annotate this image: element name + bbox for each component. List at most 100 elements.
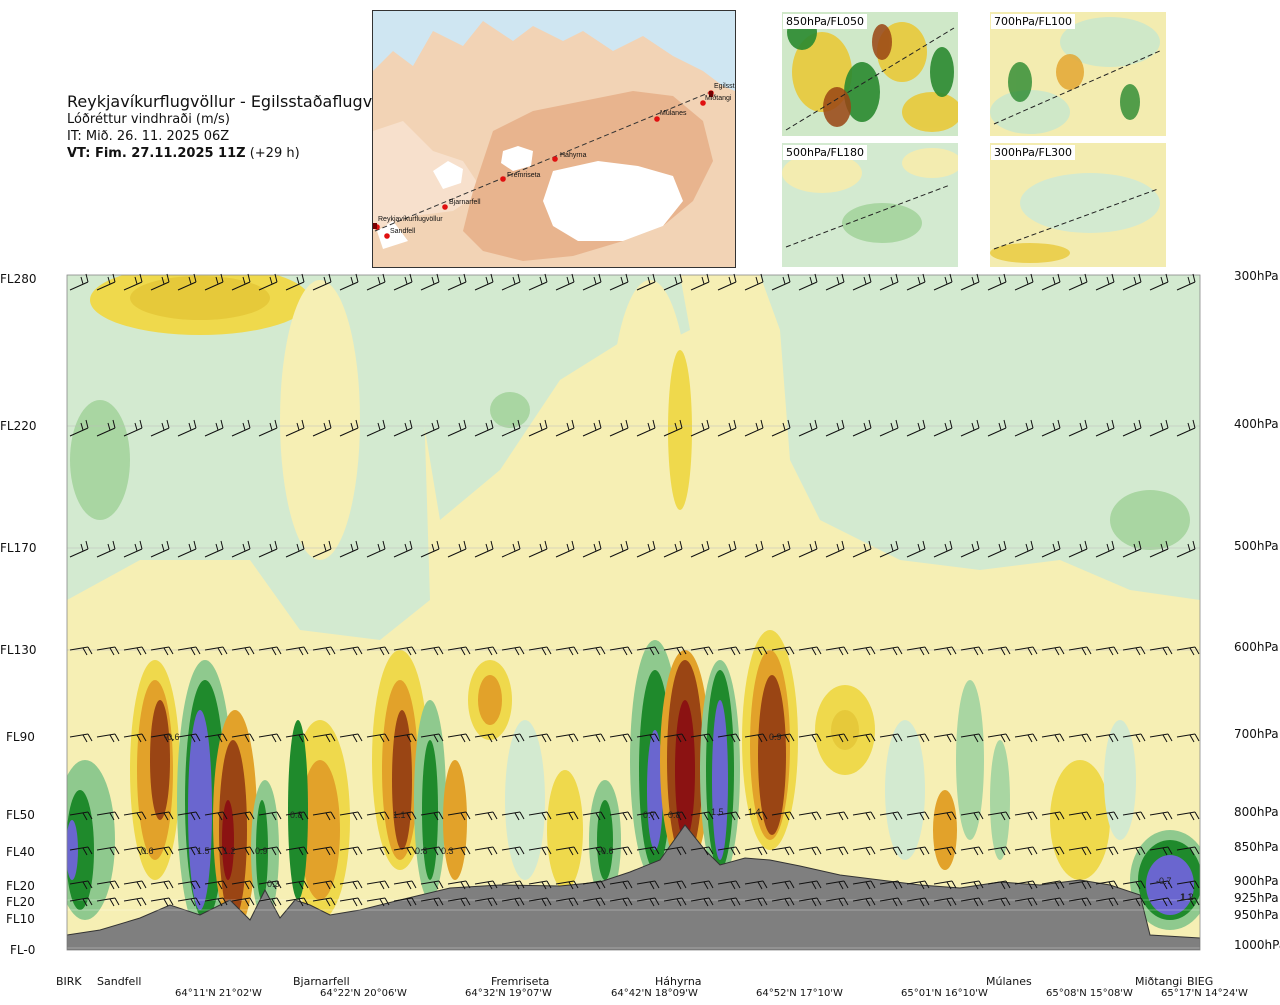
wind-barb: [1149, 811, 1173, 821]
wind-barb: [717, 897, 741, 907]
wind-barb: [906, 897, 930, 907]
wind-barb: [447, 733, 471, 743]
wind-barb: [1149, 880, 1173, 890]
thumbnail-300hpa[interactable]: 300hPa/FL300: [990, 143, 1166, 267]
fl-label: FL40: [6, 845, 35, 859]
wind-barb: [1041, 273, 1061, 291]
wind-barb: [366, 897, 390, 907]
wind-barb: [1095, 880, 1119, 890]
wind-barb: [231, 880, 255, 890]
wind-barb: [960, 897, 984, 907]
wind-barb: [96, 733, 120, 743]
wind-barb: [717, 733, 741, 743]
fl-label: FL280: [0, 272, 37, 286]
thumbnail-label: 700hPa/FL100: [991, 14, 1076, 29]
wind-barb: [150, 811, 174, 821]
wind-barb: [177, 646, 201, 656]
wind-barb: [636, 880, 660, 890]
wind-barb: [177, 733, 201, 743]
wind-barb: [933, 846, 957, 856]
wind-barb: [285, 880, 309, 890]
thumbnail-500hpa[interactable]: 500hPa/FL180: [782, 143, 958, 267]
wind-barb: [1041, 846, 1065, 856]
wind-barb: [1068, 273, 1088, 291]
wind-barb: [960, 733, 984, 743]
wind-barb: [447, 897, 471, 907]
wind-barb: [879, 880, 903, 890]
value-label: 0.8: [290, 810, 303, 820]
wind-barb: [636, 846, 660, 856]
fl-label: FL-0: [10, 943, 36, 957]
wind-barb: [798, 897, 822, 907]
fl-label: FL20: [6, 895, 35, 909]
wind-barb: [906, 733, 930, 743]
map-label-reykjavik: Reykjavíkurflugvöllur: [378, 216, 443, 223]
wind-barb: [312, 880, 336, 890]
wind-barb: [663, 897, 687, 907]
value-label: 1.1: [393, 810, 406, 820]
wind-barb: [798, 733, 822, 743]
wind-barb: [1014, 880, 1038, 890]
wind-barb: [1068, 646, 1092, 656]
wind-barb: [1176, 811, 1200, 821]
wind-barb: [1041, 880, 1065, 890]
wind-barb: [96, 880, 120, 890]
wind-barb: [123, 419, 143, 437]
wind-barb: [366, 419, 386, 437]
wind-barb: [285, 540, 305, 558]
wind-barb: [177, 273, 197, 291]
wind-barb: [879, 811, 903, 821]
thumbnail-850hpa[interactable]: 850hPa/FL050: [782, 12, 958, 136]
map-label-hahyrna: Háhyrna: [560, 152, 587, 159]
value-label: 1.1: [1180, 892, 1193, 902]
wind-barb: [393, 733, 417, 743]
value-label: 0.7: [643, 810, 656, 820]
value-label: 0.6: [141, 846, 154, 856]
wind-barb: [204, 880, 228, 890]
fl-label: FL10: [6, 912, 35, 926]
wind-barb: [69, 646, 93, 656]
wind-barb: [933, 733, 957, 743]
wind-barb: [96, 419, 116, 437]
wind-barb: [852, 846, 876, 856]
wind-barb: [1095, 897, 1119, 907]
wind-barb: [1014, 540, 1034, 558]
wind-barb: [771, 897, 795, 907]
wind-barb: [1041, 540, 1061, 558]
location-label: BIRK: [56, 975, 82, 988]
wind-barb: [339, 646, 363, 656]
wind-barb: [1041, 646, 1065, 656]
wind-barb: [555, 733, 579, 743]
wind-barb: [366, 540, 386, 558]
wind-barb: [177, 846, 201, 856]
wind-barb: [717, 846, 741, 856]
wind-barb: [204, 419, 224, 437]
wind-barb: [1176, 880, 1200, 890]
valid-offset: (+29 h): [249, 146, 300, 161]
wind-barb: [663, 880, 687, 890]
wind-barb: [420, 419, 440, 437]
pressure-label: 850hPa: [1234, 840, 1279, 854]
wind-barb: [1068, 540, 1088, 558]
route-title: Reykjavíkurflugvöllur - Egilsstaðaflugvö…: [67, 92, 408, 111]
wind-barb: [744, 811, 768, 821]
wind-barb: [474, 846, 498, 856]
wind-barb: [690, 733, 714, 743]
pressure-label: 700hPa: [1234, 727, 1279, 741]
pressure-label: 900hPa: [1234, 874, 1279, 888]
wind-barb: [204, 897, 228, 907]
wind-barb: [744, 540, 764, 558]
wind-barb: [69, 880, 93, 890]
value-label: 0.9: [255, 846, 268, 856]
wind-barb: [1068, 880, 1092, 890]
wind-barb: [150, 540, 170, 558]
wind-barb: [123, 811, 147, 821]
wind-barb: [987, 540, 1007, 558]
thumbnail-700hpa[interactable]: 700hPa/FL100: [990, 12, 1166, 136]
wind-barb: [825, 419, 845, 437]
wind-barb: [1041, 811, 1065, 821]
wind-barb: [852, 897, 876, 907]
value-label: -0.6: [164, 732, 180, 742]
wind-barb: [1041, 419, 1061, 437]
wind-barb: [393, 273, 413, 291]
